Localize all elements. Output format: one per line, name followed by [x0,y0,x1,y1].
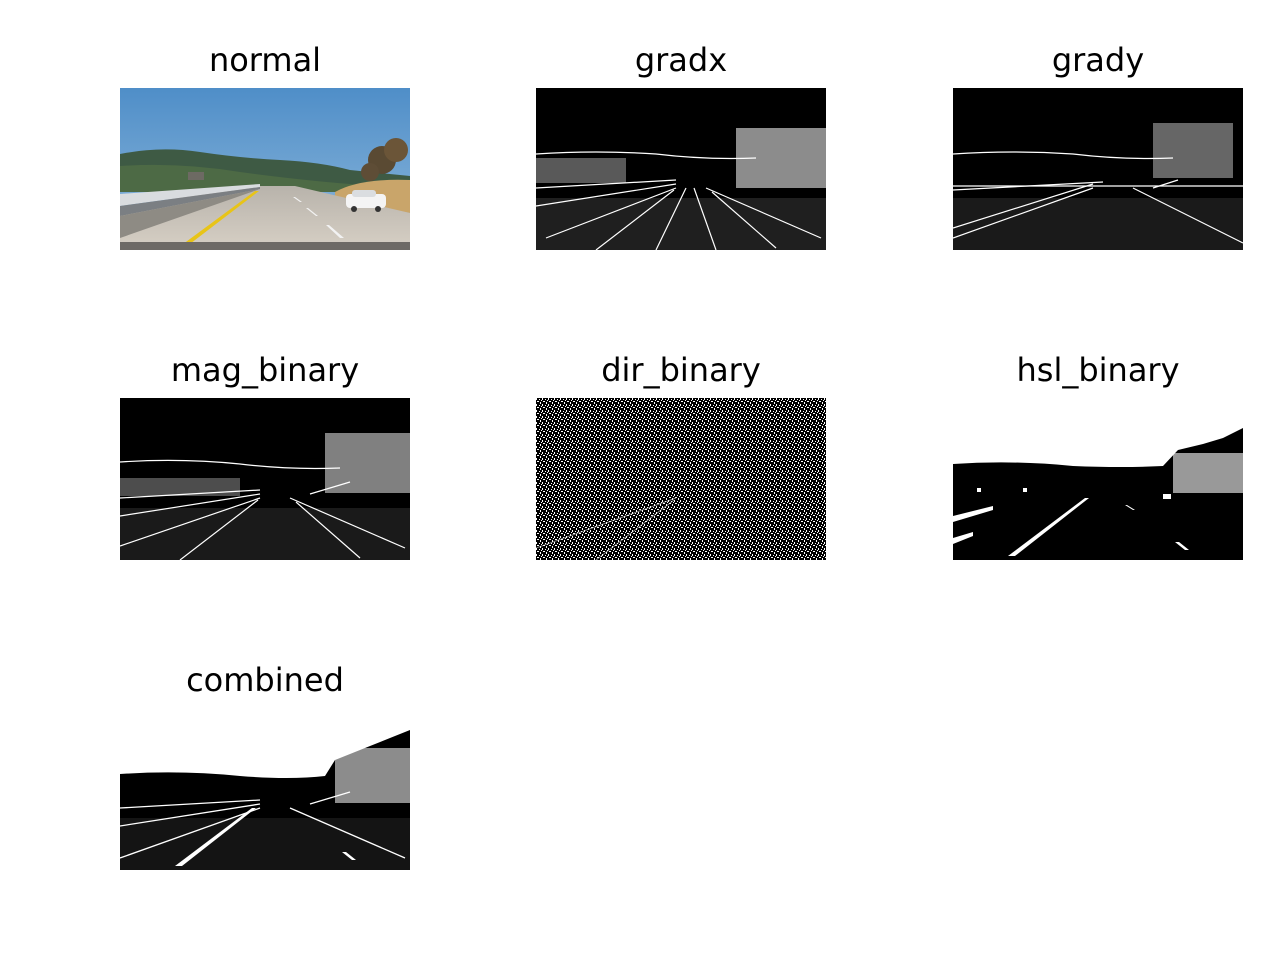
mag-binary-image [120,398,410,560]
hsl-binary-trees [1173,453,1243,493]
gradx-binary-image [536,88,826,250]
mag-binary-noise [120,433,410,560]
hsl-binary-svg [953,398,1243,560]
panel-title: mag_binary [170,351,360,389]
dir-binary-image [536,398,826,560]
gradx-noise [536,128,826,250]
panel-title: combined [186,661,344,699]
dir-binary-svg [536,398,826,560]
panel-title: hsl_binary [1016,351,1180,389]
gradx-svg [536,88,826,250]
panel-title: gradx [634,41,728,79]
combined-svg [120,708,410,870]
road-photo-svg [120,88,410,250]
road-photo [120,88,410,250]
grady-svg [953,88,1243,250]
grady-noise [953,123,1243,250]
grady-binary-image [953,88,1243,250]
panel-title: grady [1051,41,1145,79]
mag-binary-svg [120,398,410,560]
combined-binary-image [120,708,410,870]
panel-title: normal [208,41,322,79]
panel-title: dir_binary [601,351,761,389]
hsl-binary-image [953,398,1243,560]
